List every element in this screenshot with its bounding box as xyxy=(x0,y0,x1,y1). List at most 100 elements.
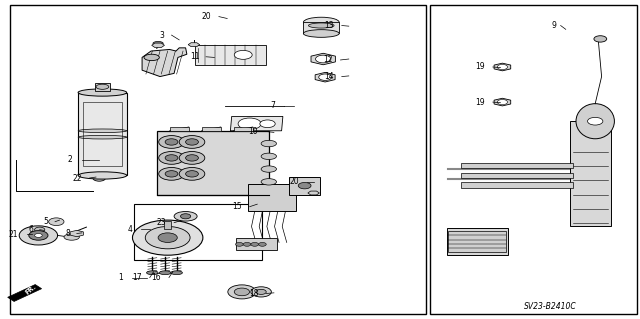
Text: FR.: FR. xyxy=(24,283,37,296)
Ellipse shape xyxy=(179,136,205,148)
Polygon shape xyxy=(142,48,187,77)
Ellipse shape xyxy=(303,30,339,37)
Polygon shape xyxy=(315,72,335,82)
Bar xyxy=(95,83,110,91)
Ellipse shape xyxy=(588,117,603,125)
Ellipse shape xyxy=(251,242,259,246)
Ellipse shape xyxy=(316,55,331,63)
Bar xyxy=(289,177,320,195)
Text: SV23-B2410C: SV23-B2410C xyxy=(524,302,577,311)
Bar xyxy=(461,173,573,178)
Ellipse shape xyxy=(228,285,256,299)
Ellipse shape xyxy=(29,231,48,240)
Ellipse shape xyxy=(165,139,178,145)
Text: 5: 5 xyxy=(43,217,48,226)
Ellipse shape xyxy=(186,139,198,145)
Text: 20: 20 xyxy=(290,177,300,186)
Bar xyxy=(461,163,573,168)
Text: 23: 23 xyxy=(157,218,166,227)
Bar xyxy=(195,45,266,65)
Ellipse shape xyxy=(594,36,607,42)
Ellipse shape xyxy=(261,153,276,160)
Bar xyxy=(303,22,339,33)
Text: 17: 17 xyxy=(132,273,142,282)
Text: 1: 1 xyxy=(118,273,123,282)
Polygon shape xyxy=(152,43,164,48)
Ellipse shape xyxy=(174,211,197,221)
Ellipse shape xyxy=(49,218,64,226)
Polygon shape xyxy=(494,98,511,106)
Text: 20: 20 xyxy=(202,12,211,21)
Ellipse shape xyxy=(303,17,339,27)
Bar xyxy=(570,121,611,226)
Ellipse shape xyxy=(145,226,190,249)
Ellipse shape xyxy=(78,172,127,179)
Ellipse shape xyxy=(159,271,171,275)
Text: 7: 7 xyxy=(270,101,275,110)
Ellipse shape xyxy=(153,41,163,45)
Ellipse shape xyxy=(144,54,159,61)
Ellipse shape xyxy=(497,100,508,105)
Ellipse shape xyxy=(19,226,58,245)
Ellipse shape xyxy=(93,175,106,181)
Ellipse shape xyxy=(319,74,332,80)
Ellipse shape xyxy=(234,288,250,296)
Polygon shape xyxy=(230,116,283,131)
Polygon shape xyxy=(188,43,200,47)
Bar xyxy=(134,204,262,260)
Text: 2: 2 xyxy=(68,155,72,164)
Polygon shape xyxy=(308,191,319,195)
Ellipse shape xyxy=(251,287,271,297)
Polygon shape xyxy=(70,230,83,237)
Bar xyxy=(170,127,189,131)
Text: 13: 13 xyxy=(324,21,334,30)
Ellipse shape xyxy=(179,152,205,164)
Text: 22: 22 xyxy=(72,174,82,182)
Ellipse shape xyxy=(35,227,45,232)
Bar xyxy=(430,5,637,314)
Polygon shape xyxy=(311,53,335,65)
Text: 18: 18 xyxy=(249,289,259,298)
Ellipse shape xyxy=(236,242,243,246)
Text: 8: 8 xyxy=(66,229,70,238)
Ellipse shape xyxy=(159,136,184,148)
Ellipse shape xyxy=(132,220,203,255)
Ellipse shape xyxy=(159,152,184,164)
Bar xyxy=(234,127,253,131)
Ellipse shape xyxy=(96,84,109,89)
Ellipse shape xyxy=(576,104,614,139)
Ellipse shape xyxy=(64,234,79,240)
Text: 15: 15 xyxy=(232,202,242,211)
Ellipse shape xyxy=(186,155,198,161)
Bar xyxy=(10,5,426,314)
Text: 3: 3 xyxy=(159,31,164,40)
Ellipse shape xyxy=(147,271,158,275)
Ellipse shape xyxy=(165,155,178,161)
Ellipse shape xyxy=(179,167,205,180)
Ellipse shape xyxy=(298,182,311,189)
Ellipse shape xyxy=(261,140,276,147)
Ellipse shape xyxy=(186,171,198,177)
Bar xyxy=(236,238,277,250)
Ellipse shape xyxy=(261,179,276,185)
Bar xyxy=(78,93,127,175)
Text: 4: 4 xyxy=(127,225,132,234)
Ellipse shape xyxy=(243,242,251,246)
Ellipse shape xyxy=(159,167,184,180)
Text: 9: 9 xyxy=(552,21,557,30)
Ellipse shape xyxy=(234,50,252,59)
Ellipse shape xyxy=(158,233,177,242)
Bar xyxy=(447,228,508,255)
Ellipse shape xyxy=(171,271,182,275)
Bar xyxy=(248,184,296,211)
Ellipse shape xyxy=(35,234,42,237)
Text: 14: 14 xyxy=(324,72,334,81)
Text: 6: 6 xyxy=(28,225,33,234)
Ellipse shape xyxy=(78,129,127,133)
Ellipse shape xyxy=(260,120,275,128)
Text: 11: 11 xyxy=(190,52,200,61)
Text: 19: 19 xyxy=(475,98,484,107)
Text: 12: 12 xyxy=(323,56,333,64)
Text: 16: 16 xyxy=(152,273,161,282)
Ellipse shape xyxy=(78,135,127,139)
